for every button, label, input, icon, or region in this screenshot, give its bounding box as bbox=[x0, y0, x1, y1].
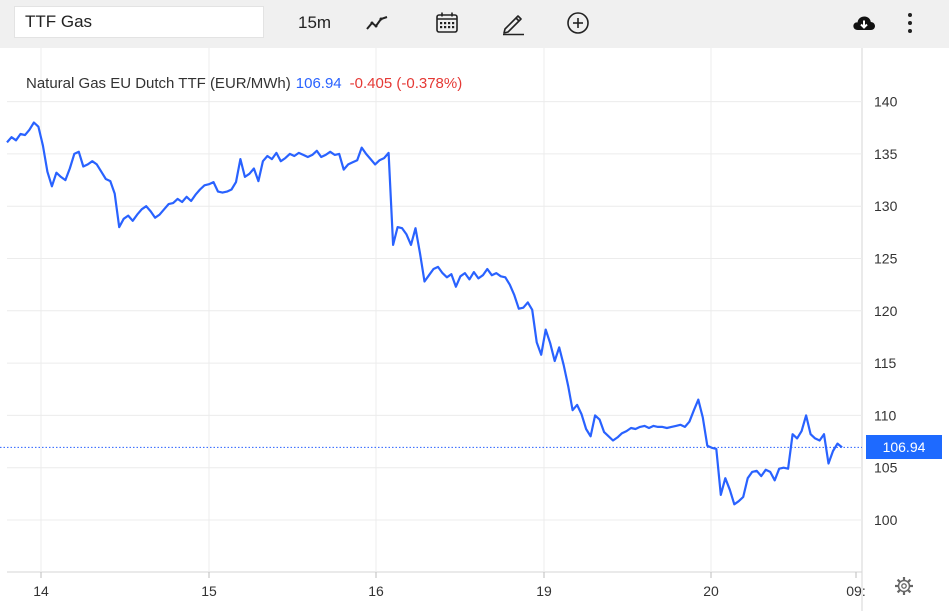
line-chart-icon[interactable] bbox=[364, 10, 390, 36]
x-tick-label: 09: bbox=[846, 583, 865, 599]
toolbar: TTF Gas 15m bbox=[0, 0, 949, 48]
settings-gear-icon[interactable] bbox=[895, 577, 913, 595]
price-tag-label: 106.94 bbox=[883, 439, 926, 455]
y-tick-label: 100 bbox=[874, 512, 898, 528]
x-tick-label: 16 bbox=[368, 583, 384, 599]
price-chart[interactable]: Natural Gas EU Dutch TTF (EUR/MWh) 106.94… bbox=[0, 48, 949, 611]
x-tick-label: 19 bbox=[536, 583, 552, 599]
last-value: 106.94 bbox=[296, 75, 342, 92]
y-tick-label: 105 bbox=[874, 460, 898, 476]
price-change: -0.405 (-0.378%) bbox=[350, 75, 463, 92]
y-tick-label: 130 bbox=[874, 198, 898, 214]
x-axis: 14 15 16 19 20 09: bbox=[33, 572, 866, 599]
y-tick-label: 125 bbox=[874, 251, 898, 267]
x-tick-label: 20 bbox=[703, 583, 719, 599]
plus-circle-icon[interactable] bbox=[565, 10, 591, 36]
more-vertical-icon[interactable] bbox=[897, 10, 923, 36]
grid bbox=[7, 48, 863, 611]
last-price-tag: 106.94 bbox=[866, 435, 942, 459]
svg-text:Natural Gas EU Dutch TTF (EUR/: Natural Gas EU Dutch TTF (EUR/MWh) 106.94… bbox=[26, 75, 462, 92]
y-tick-label: 135 bbox=[874, 146, 898, 162]
symbol-search-input[interactable]: TTF Gas bbox=[14, 6, 264, 38]
price-tag-box bbox=[866, 435, 942, 459]
y-tick-label: 110 bbox=[874, 407, 897, 423]
pencil-icon[interactable] bbox=[500, 10, 526, 36]
y-tick-label: 115 bbox=[874, 355, 897, 371]
y-tick-label: 120 bbox=[874, 303, 898, 319]
cloud-download-icon[interactable] bbox=[851, 10, 877, 36]
instrument-title: Natural Gas EU Dutch TTF (EUR/MWh) bbox=[26, 75, 291, 92]
y-axis: 100 105 110 115 120 125 130 135 140 bbox=[874, 94, 898, 528]
y-tick-label: 140 bbox=[874, 94, 898, 110]
chart-area: Natural Gas EU Dutch TTF (EUR/MWh) 106.94… bbox=[0, 48, 949, 611]
interval-selector[interactable]: 15m bbox=[298, 13, 332, 32]
x-tick-label: 15 bbox=[201, 583, 217, 599]
calendar-icon[interactable] bbox=[434, 10, 460, 36]
series-layer bbox=[0, 121, 862, 506]
x-tick-label: 14 bbox=[33, 583, 49, 599]
price-series-line bbox=[6, 121, 843, 506]
